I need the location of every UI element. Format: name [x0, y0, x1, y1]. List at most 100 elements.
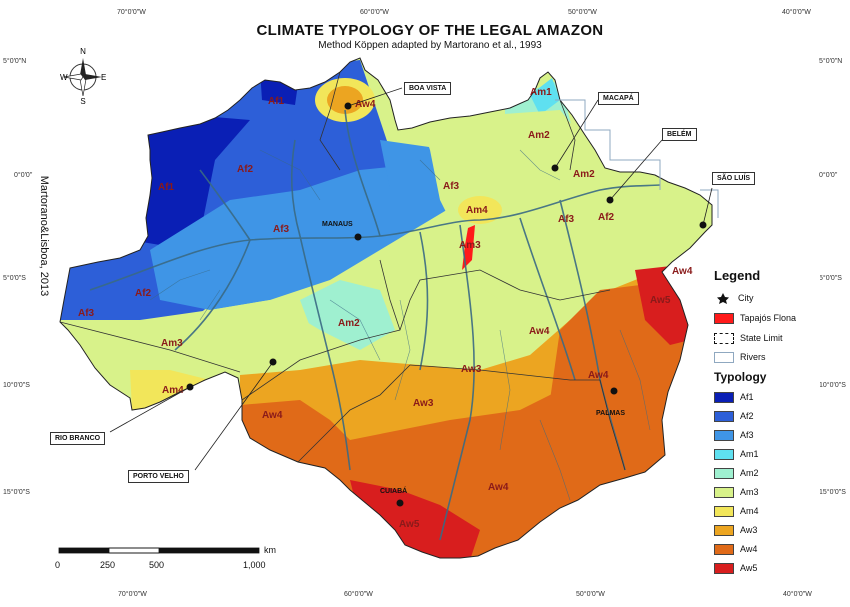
scale-tick-0: 0 — [55, 560, 61, 570]
zone-label-af3-belem: Af3 — [558, 214, 575, 225]
city-box-sao-luis: SÃO LUÍS — [712, 172, 756, 185]
coord-top-70w: 70°0'0"W — [117, 9, 146, 16]
zone-label-af3-north: Af3 — [443, 181, 460, 192]
zone-label-af1-west: Af1 — [158, 182, 175, 193]
coord-top-60w: 60°0'0"W — [360, 9, 389, 16]
typology-row-am4: Am4 — [714, 504, 759, 518]
credit-text: Martorano&Lisboa, 2013 — [38, 175, 50, 297]
typology-row-aw3: Aw3 — [714, 523, 757, 537]
credit: Martorano&Lisboa, 2013 — [34, 165, 50, 315]
zone-label-am4-rio-branco: Am4 — [162, 385, 184, 396]
zone-label-aw4-southwest: Aw4 — [262, 410, 283, 421]
typology-swatch-am2 — [714, 467, 734, 479]
typology-row-am2: Am2 — [714, 466, 759, 480]
typology-swatch-aw3 — [714, 524, 734, 536]
coord-bottom-60w: 60°0'0"W — [344, 591, 373, 598]
compass-n: N — [80, 47, 86, 56]
city-marker-rio-branco — [186, 383, 194, 391]
coord-right-5s: 5°0'0"S — [819, 275, 842, 282]
coord-right-0: 0°0'0" — [819, 172, 838, 179]
zone-label-am3-west: Am3 — [161, 338, 183, 349]
typology-swatch-am4 — [714, 505, 734, 517]
typology-title: Typology — [714, 370, 767, 384]
typology-swatch-af2 — [714, 410, 734, 422]
typology-row-af2: Af2 — [714, 409, 754, 423]
typology-swatch-am3 — [714, 486, 734, 498]
typology-row-aw4: Aw4 — [714, 542, 757, 556]
city-box-porto-velho: PORTO VELHO — [128, 470, 189, 483]
legend-rivers: Rivers — [714, 350, 766, 364]
city-box-belem: BELÉM — [662, 128, 697, 141]
coord-left-5n: 5°0'0"N — [3, 58, 27, 65]
typology-swatch-af1 — [714, 391, 734, 403]
zone-label-am2-central: Am2 — [338, 318, 360, 329]
city-box-rio-branco: RIO BRANCO — [50, 432, 106, 445]
city-star-icon — [717, 293, 729, 304]
city-marker-palmas — [610, 387, 618, 395]
scale-tick-1000: 1,000 — [243, 560, 266, 570]
typology-label-am3: Am3 — [740, 487, 759, 497]
typology-label-af2: Af2 — [740, 411, 754, 421]
city-label-cuiaba: CUIABÁ — [380, 486, 407, 495]
typology-label-am2: Am2 — [740, 468, 759, 478]
city-marker-macapa — [551, 164, 559, 172]
legend-state-limit: State Limit — [714, 331, 783, 345]
typology-label-aw3: Aw3 — [740, 525, 758, 535]
legend-tapajos-label: Tapajós Flona — [740, 313, 797, 323]
city-marker-porto-velho — [269, 358, 277, 366]
city-marker-sao-luis — [699, 221, 707, 229]
city-marker-belem — [606, 196, 614, 204]
typology-row-am1: Am1 — [714, 447, 759, 461]
tapajos-swatch — [714, 312, 734, 324]
zone-label-af3-central: Af3 — [273, 224, 290, 235]
typology-label-af1: Af1 — [740, 392, 754, 402]
coord-right-15s: 15°0'0"S — [819, 489, 846, 496]
scale-unit: km — [264, 545, 276, 555]
city-marker-boa-vista — [344, 102, 352, 110]
coord-bottom-70w: 70°0'0"W — [118, 591, 147, 598]
compass-e: E — [101, 73, 106, 82]
typology-label-af3: Af3 — [740, 430, 754, 440]
coord-left-10s: 10°0'0"S — [3, 382, 30, 389]
zone-label-aw4-south: Aw4 — [488, 482, 509, 493]
typology-label-aw4: Aw4 — [740, 544, 758, 554]
zone-label-aw3-central: Aw3 — [461, 364, 482, 375]
zone-label-aw4-northeast: Aw4 — [672, 266, 693, 277]
zone-label-af2-west: Af2 — [135, 288, 152, 299]
city-box-macapa: MACAPÁ — [598, 92, 639, 105]
typology-label-aw5: Aw5 — [740, 563, 758, 573]
coord-right-10s: 10°0'0"S — [819, 382, 846, 389]
city-label-manaus: MANAUS — [322, 221, 353, 228]
zone-label-aw4-east: Aw4 — [529, 326, 550, 337]
legend-city-label: City — [738, 293, 754, 303]
typology-row-aw5: Aw5 — [714, 561, 757, 575]
coord-left-0: 0°0'0" — [14, 172, 33, 179]
typology-row-am3: Am3 — [714, 485, 759, 499]
typology-swatch-af3 — [714, 429, 734, 441]
zone-label-af3-west: Af3 — [78, 308, 95, 319]
typology-row-af3: Af3 — [714, 428, 754, 442]
zone-label-am2-east: Am2 — [573, 169, 595, 180]
zone-label-am4-north: Am4 — [466, 205, 488, 216]
typology-row-af1: Af1 — [714, 390, 754, 404]
legend-rivers-label: Rivers — [740, 352, 766, 362]
typology-label-am1: Am1 — [740, 449, 759, 459]
zone-label-am1: Am1 — [530, 87, 552, 98]
zone-label-af2-nw: Af2 — [237, 164, 254, 175]
rivers-swatch — [714, 351, 734, 363]
zone-label-af2-belem: Af2 — [598, 212, 615, 223]
map-subtitle: Method Köppen adapted by Martorano et al… — [318, 40, 542, 51]
typology-swatch-am1 — [714, 448, 734, 460]
legend-city: City — [714, 291, 754, 305]
typology-label-am4: Am4 — [740, 506, 759, 516]
zone-label-aw3-south: Aw3 — [413, 398, 434, 409]
map-title: CLIMATE TYPOLOGY OF THE LEGAL AMAZON — [256, 22, 604, 39]
legend-state-limit-label: State Limit — [740, 333, 783, 343]
zone-label-aw4-boa-vista: Aw4 — [355, 99, 376, 110]
zone-label-af1-north: Af1 — [268, 96, 285, 107]
legend-tapajos: Tapajós Flona — [714, 311, 796, 325]
scale-tick-250: 250 — [100, 560, 116, 570]
compass-s: S — [80, 97, 85, 104]
zone-label-aw5-south: Aw5 — [399, 519, 420, 530]
